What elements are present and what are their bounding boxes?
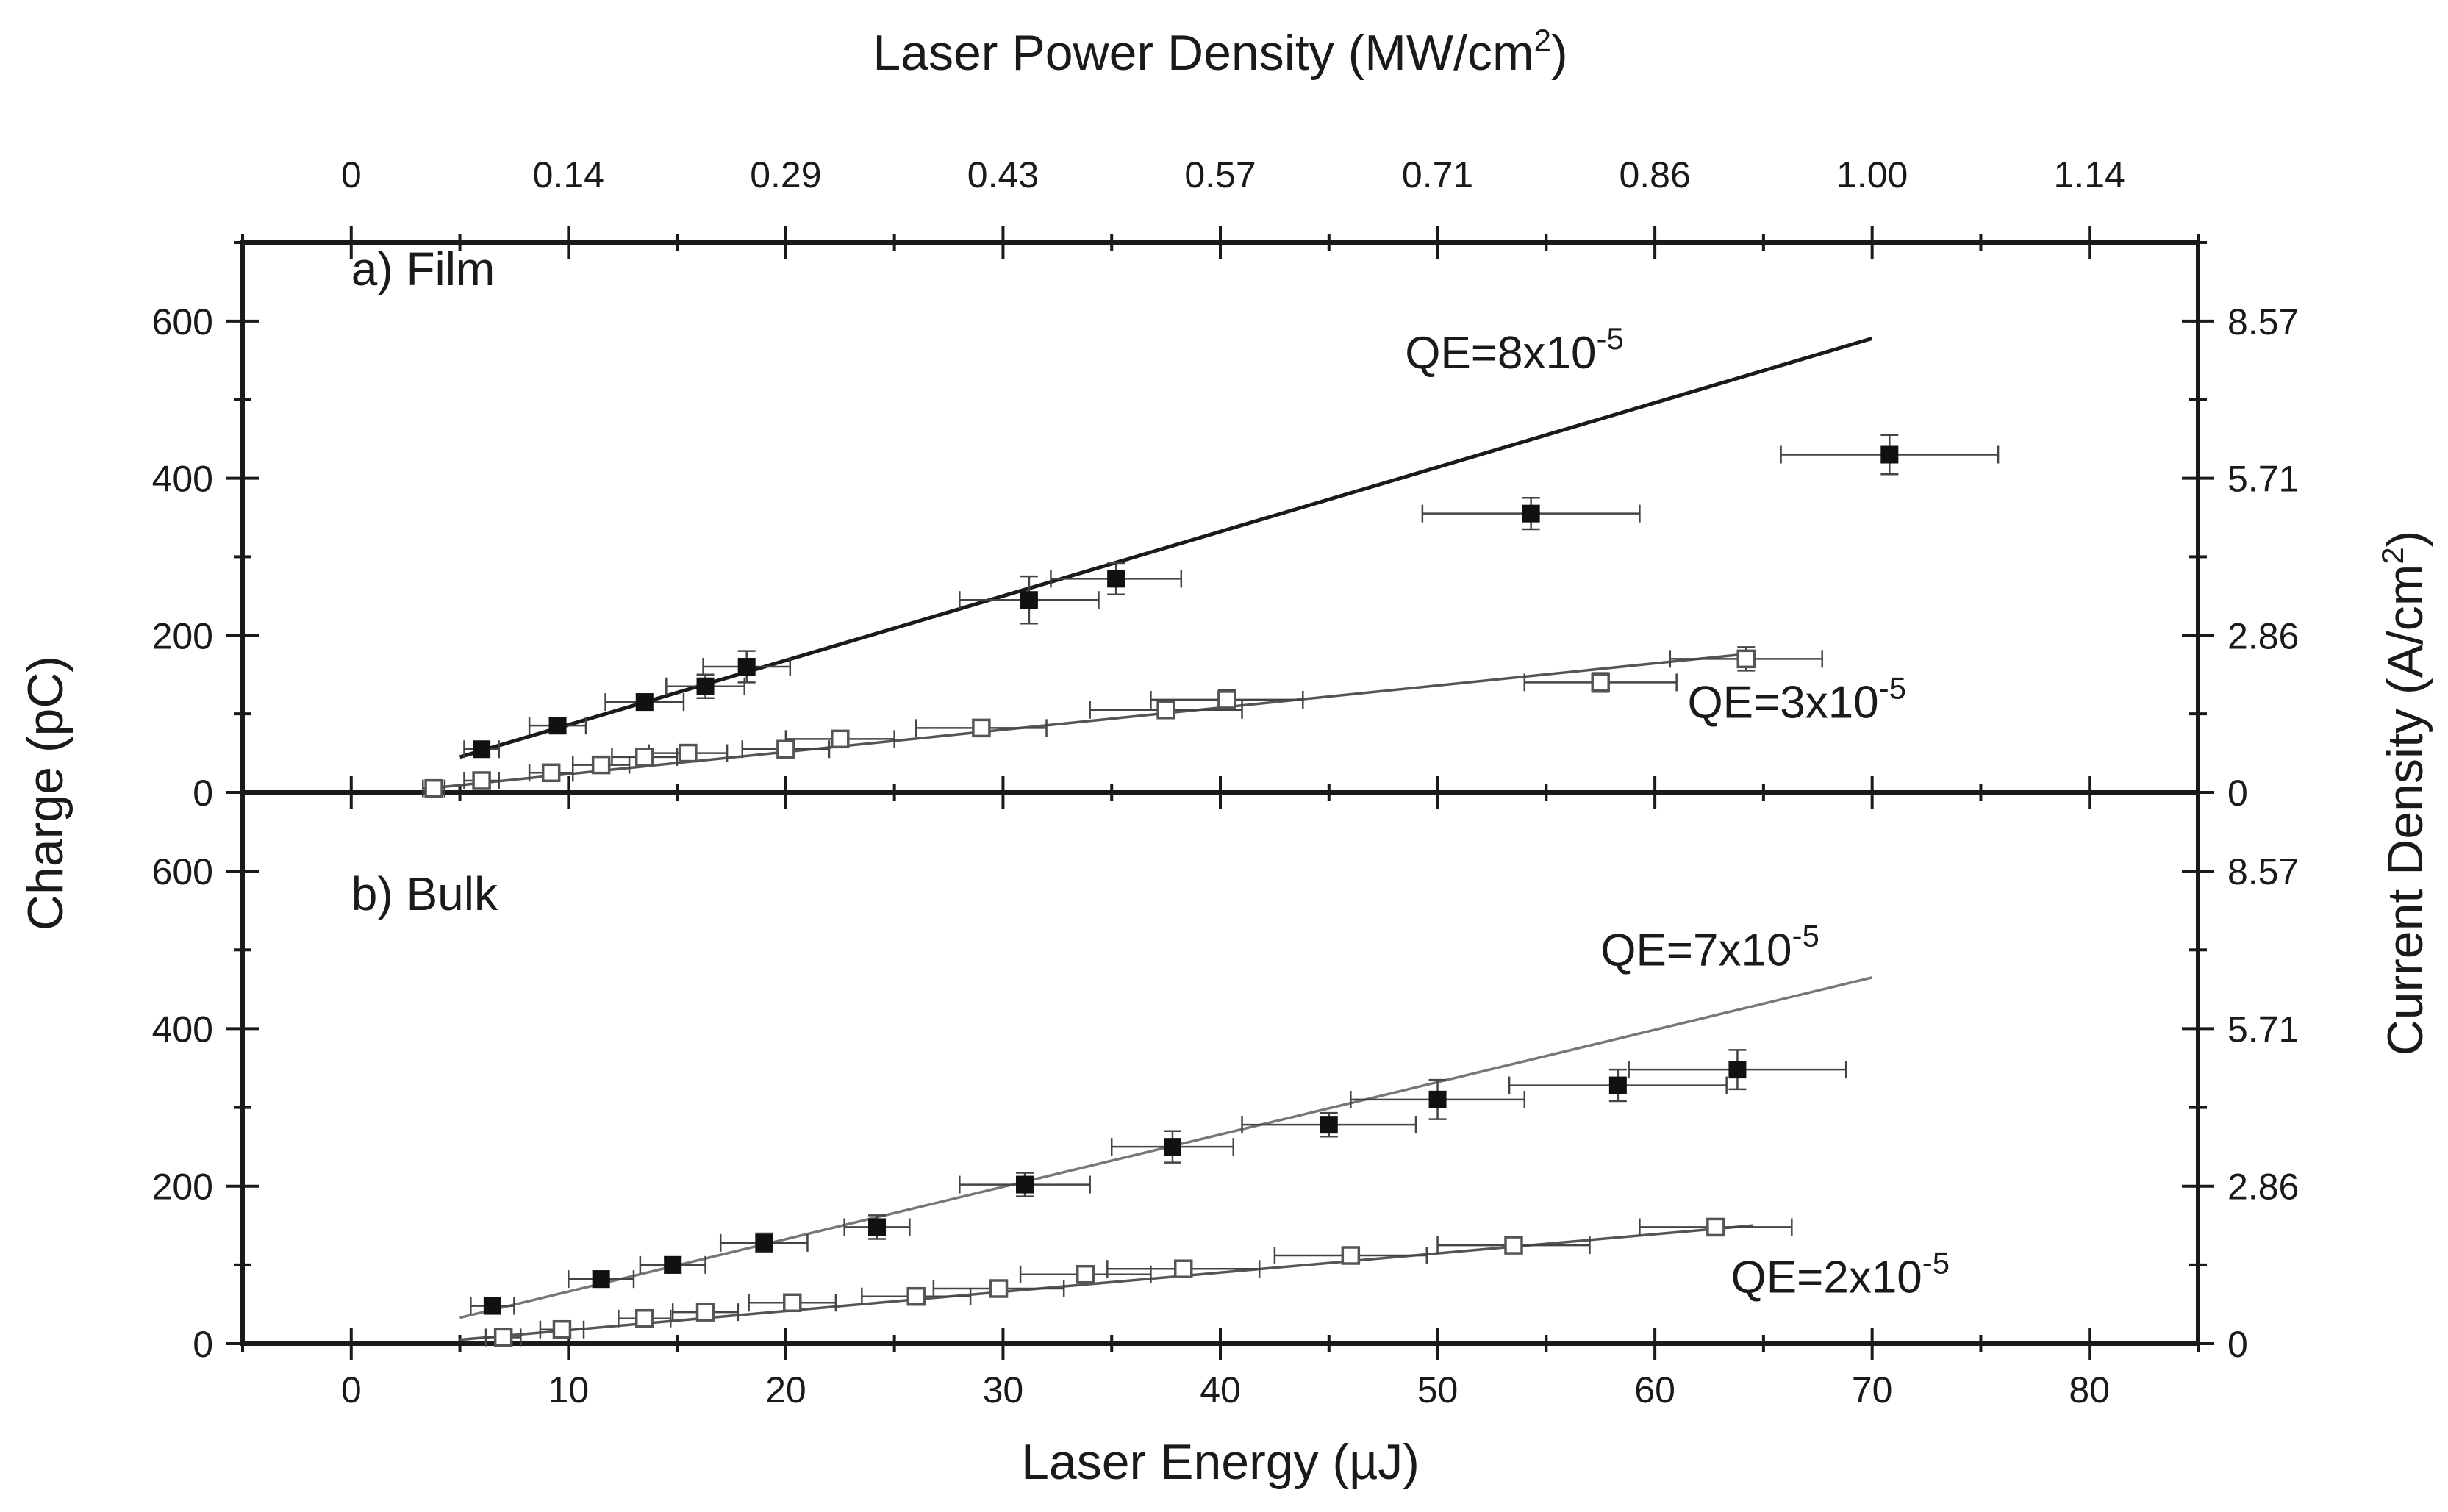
filled-square-marker xyxy=(1163,1138,1181,1156)
open-square-marker xyxy=(1156,701,1175,720)
panel-label: b) Bulk xyxy=(351,867,498,920)
open-square-marker xyxy=(972,718,991,738)
filled-square-marker xyxy=(664,1255,682,1274)
open-square-marker xyxy=(906,1286,926,1306)
filled-square-marker xyxy=(635,693,654,712)
filled-square-marker xyxy=(696,677,715,695)
open-square-marker xyxy=(1174,1259,1193,1278)
y-tick-label: 600 xyxy=(152,851,213,892)
open-square-marker xyxy=(472,771,491,790)
fit-line xyxy=(459,336,1873,759)
open-square-marker xyxy=(783,1293,802,1313)
filled-square-marker xyxy=(1728,1061,1747,1079)
right-tick-label: 0 xyxy=(2227,1324,2248,1365)
open-square-marker xyxy=(1706,1217,1725,1237)
right-axis-title: Current Density (A/cm2) xyxy=(2375,531,2433,1056)
top-tick-label: 1.00 xyxy=(1836,154,1908,196)
open-square-marker xyxy=(552,1319,572,1339)
fit-line xyxy=(427,652,1753,790)
open-square-marker xyxy=(1076,1264,1095,1284)
x-tick-label: 70 xyxy=(1852,1369,1893,1411)
qe-label: QE=7x10-5 xyxy=(1600,919,1819,976)
top-tick-label: 0 xyxy=(341,154,362,196)
right-tick-label: 2.86 xyxy=(2227,615,2299,656)
x-tick-label: 0 xyxy=(341,1369,362,1411)
top-tick-label: 0.86 xyxy=(1619,154,1690,196)
x-axis-title: Laser Energy (µJ) xyxy=(1021,1434,1420,1490)
open-square-marker xyxy=(1736,649,1756,669)
data-markers xyxy=(424,445,1899,1347)
filled-square-marker xyxy=(868,1218,887,1236)
y-tick-label: 0 xyxy=(193,773,213,814)
top-tick-label: 0.29 xyxy=(750,154,821,196)
x-tick-label: 50 xyxy=(1417,1369,1459,1411)
open-square-marker xyxy=(635,748,654,767)
x-tick-label: 30 xyxy=(983,1369,1024,1411)
top-axis-title: Laser Power Density (MW/cm2) xyxy=(873,23,1567,81)
open-square-marker xyxy=(1217,690,1236,709)
error-bars xyxy=(422,434,2000,1347)
y-tick-label: 400 xyxy=(152,459,213,500)
top-tick-label: 0.43 xyxy=(967,154,1039,196)
filled-square-marker xyxy=(1428,1090,1447,1108)
x-tick-label: 40 xyxy=(1200,1369,1241,1411)
filled-square-marker xyxy=(548,717,567,735)
open-square-marker xyxy=(989,1279,1009,1298)
chart-labels: 0 10 20 30 40 50 60 70 80 0 0.14 0.29 0.43 0.57 0.71 0.… xyxy=(18,23,2433,1490)
open-square-marker xyxy=(831,729,850,749)
open-square-marker xyxy=(679,743,698,763)
x-tick-label: 80 xyxy=(2069,1369,2110,1411)
top-tick-label: 0.14 xyxy=(533,154,604,196)
y-tick-label: 200 xyxy=(152,615,213,656)
right-tick-label: 2.86 xyxy=(2227,1167,2299,1208)
filled-square-marker xyxy=(755,1233,773,1252)
right-tick-label: 5.71 xyxy=(2227,459,2299,500)
qe-label: QE=8x10-5 xyxy=(1405,321,1624,379)
open-square-marker xyxy=(541,763,561,783)
filled-square-marker xyxy=(592,1270,610,1289)
x-tick-label: 10 xyxy=(548,1369,590,1411)
qe-label: QE=2x10-5 xyxy=(1731,1245,1950,1303)
open-square-marker xyxy=(1504,1236,1523,1255)
y-axis-title: Charge (pC) xyxy=(18,656,74,931)
x-tick-label: 60 xyxy=(1634,1369,1675,1411)
panel-label: a) Film xyxy=(351,243,495,295)
fit-lines xyxy=(427,336,1873,1341)
filled-square-marker xyxy=(1020,591,1038,609)
open-square-marker xyxy=(591,755,611,775)
filled-square-marker xyxy=(483,1297,501,1315)
y-tick-label: 0 xyxy=(193,1324,213,1365)
right-tick-label: 0 xyxy=(2227,773,2248,814)
top-tick-label: 0.71 xyxy=(1402,154,1473,196)
open-square-marker xyxy=(776,739,795,759)
open-square-marker xyxy=(1591,673,1610,692)
filled-square-marker xyxy=(1608,1076,1627,1094)
filled-square-marker xyxy=(737,658,756,676)
top-tick-label: 1.14 xyxy=(2054,154,2125,196)
right-tick-label: 8.57 xyxy=(2227,851,2299,892)
x-tick-label: 20 xyxy=(765,1369,806,1411)
open-square-marker xyxy=(1341,1246,1361,1265)
open-square-marker xyxy=(635,1308,654,1328)
filled-square-marker xyxy=(1320,1116,1338,1134)
open-square-marker xyxy=(424,778,443,798)
right-tick-label: 5.71 xyxy=(2227,1008,2299,1050)
filled-square-marker xyxy=(473,740,491,759)
filled-square-marker xyxy=(1522,504,1540,523)
y-tick-label: 600 xyxy=(152,301,213,343)
top-tick-label: 0.57 xyxy=(1184,154,1256,196)
open-square-marker xyxy=(493,1328,513,1347)
y-tick-label: 200 xyxy=(152,1167,213,1208)
filled-square-marker xyxy=(1016,1175,1034,1194)
right-tick-label: 8.57 xyxy=(2227,301,2299,343)
y-tick-label: 400 xyxy=(152,1008,213,1050)
open-square-marker xyxy=(695,1303,715,1322)
filled-square-marker xyxy=(1107,570,1125,588)
filled-square-marker xyxy=(1880,445,1899,464)
qe-label: QE=3x10-5 xyxy=(1687,670,1906,728)
